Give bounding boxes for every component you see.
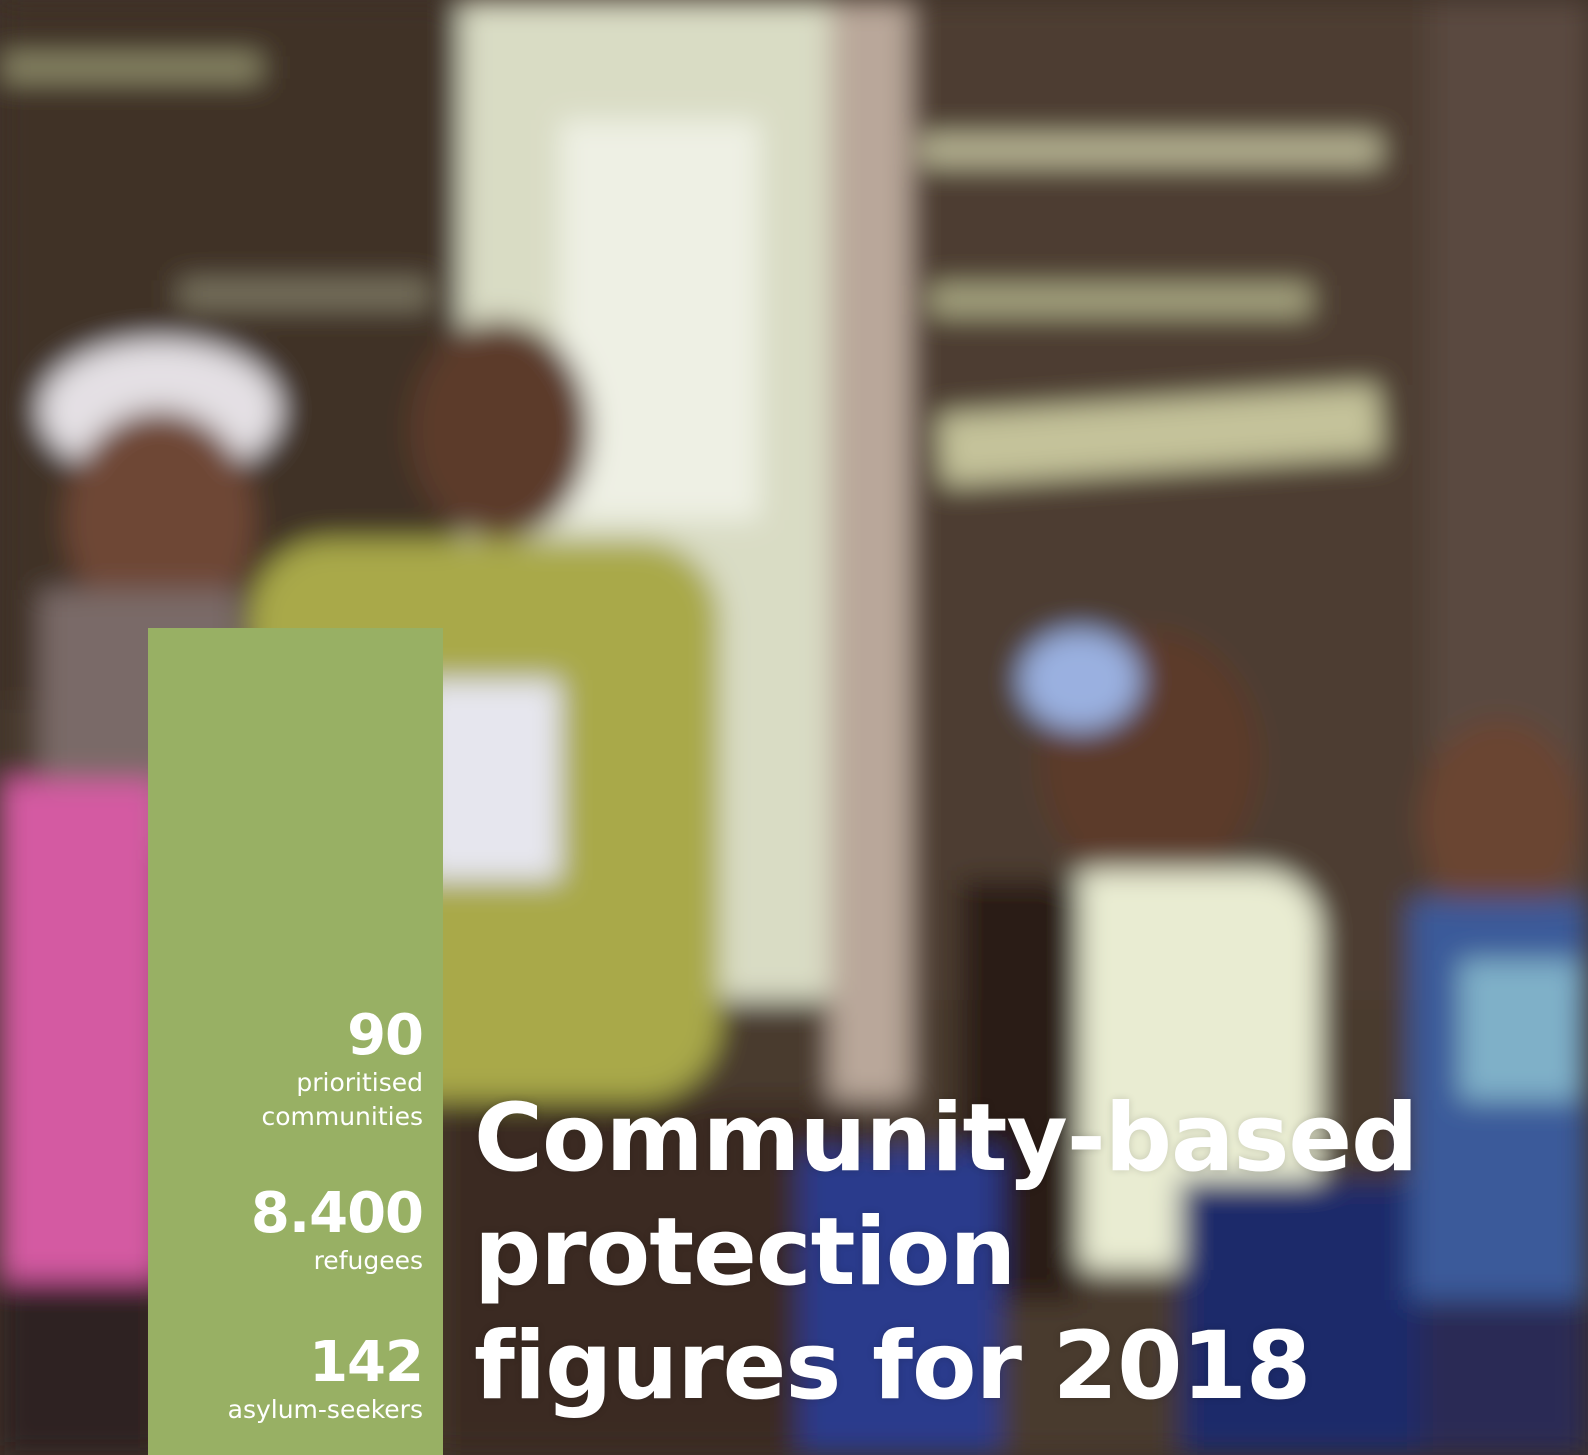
title-line: Community-based bbox=[474, 1084, 1418, 1193]
stat-label: communities bbox=[261, 1102, 423, 1131]
stat: 8.400 refugees bbox=[250, 1181, 424, 1278]
stat: 90 prioritised communities bbox=[261, 1003, 424, 1134]
stats-panel: 90 prioritised communities 8.400 refugees 142… bbox=[148, 628, 443, 1455]
stat-number: 8.400 bbox=[250, 1181, 424, 1246]
stat-label: prioritised bbox=[296, 1068, 423, 1097]
stat-number: 90 bbox=[347, 1003, 424, 1068]
stat: 142 asylum-seekers bbox=[227, 1330, 424, 1427]
stat-label: refugees bbox=[313, 1246, 423, 1275]
title-line: figures for 2018 bbox=[474, 1312, 1311, 1421]
stat-number: 142 bbox=[309, 1330, 424, 1395]
headline: Community-based protection figures for 201… bbox=[474, 1082, 1418, 1424]
stat-label: asylum-seekers bbox=[227, 1395, 423, 1424]
title-line: protection bbox=[474, 1198, 1016, 1307]
